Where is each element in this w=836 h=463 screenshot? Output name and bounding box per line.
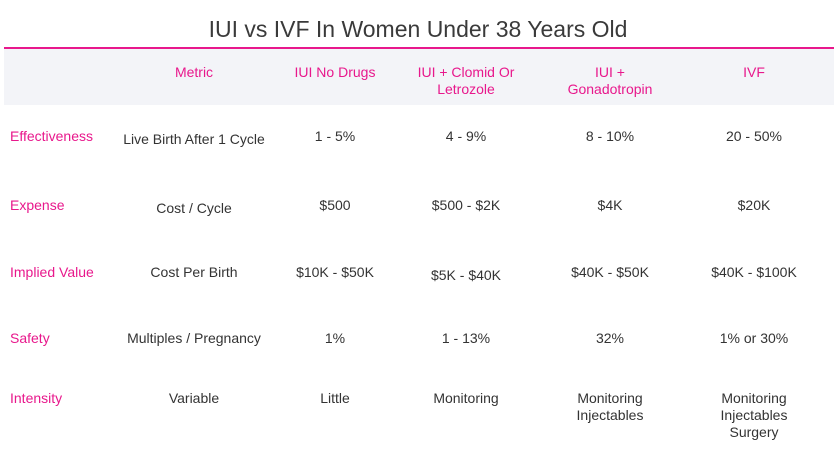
table-cell-line: $10K - $50K xyxy=(296,264,374,280)
row-label: Implied Value xyxy=(10,264,94,280)
table-cell-line: Little xyxy=(320,390,350,406)
table-cell-line: Variable xyxy=(168,390,220,406)
table-cell: 1 - 13% xyxy=(396,330,536,347)
table-cell: 1% xyxy=(280,330,390,347)
table-cell-line: Cost Per Birth xyxy=(150,264,238,280)
table-cell: Cost Per Birth xyxy=(109,264,279,281)
table-cell-line: 1 - 5% xyxy=(314,128,356,144)
table-cell-line: $500 - $2K xyxy=(431,197,501,213)
table-cell: $40K - $100K xyxy=(689,264,819,281)
table-cell-line: Monitoring xyxy=(433,390,499,406)
table-cell: Multiples / Pregnancy xyxy=(109,330,279,347)
table-cell: Variable xyxy=(109,390,279,407)
table-cell: Live Birth After 1 Cycle xyxy=(109,131,279,148)
row-label: Intensity xyxy=(10,390,63,406)
table-cell: 8 - 10% xyxy=(545,128,675,145)
table-cell-line: Monitoring xyxy=(721,390,787,406)
table-cell-line: Injectables xyxy=(720,407,788,423)
table-cell-line: 32% xyxy=(595,330,625,346)
table-cell-line: Multiples / Pregnancy xyxy=(127,330,261,346)
table-cell-line: 4 - 9% xyxy=(445,128,487,144)
table-cell: Monitoring Injectables xyxy=(545,390,675,424)
table-cell: Cost / Cycle xyxy=(109,200,279,217)
table-cell-line: Live Birth After 1 Cycle xyxy=(123,131,265,147)
table-cell: 32% xyxy=(545,330,675,347)
table-cell-line: 20 - 50% xyxy=(725,128,783,144)
table-cell: $10K - $50K xyxy=(280,264,390,281)
column-header-line: Letrozole xyxy=(437,81,495,97)
table-cell: 1% or 30% xyxy=(689,330,819,347)
table-cell-line: $500 xyxy=(319,197,351,213)
table-cell-line: 1% xyxy=(324,330,346,346)
column-header: IUI No Drugs xyxy=(280,64,390,81)
table-cell: Little xyxy=(280,390,390,407)
column-header-line: IVF xyxy=(743,64,765,80)
row-label: Safety xyxy=(10,330,50,346)
table-cell-line: 8 - 10% xyxy=(585,128,635,144)
table-cell-line: $40K - $100K xyxy=(711,264,797,280)
column-header: IUI + Clomid Or Letrozole xyxy=(396,64,536,98)
table-cell: 1 - 5% xyxy=(280,128,390,145)
row-label: Effectiveness xyxy=(10,128,94,144)
table-cell: 20 - 50% xyxy=(689,128,819,145)
table-cell-line: Surgery xyxy=(729,424,779,440)
row-label: Expense xyxy=(10,197,65,213)
column-header-line: IUI No Drugs xyxy=(294,64,376,80)
table-cell-line: $40K - $50K xyxy=(571,264,649,280)
table-cell-line: Cost / Cycle xyxy=(156,200,232,216)
chart-title: IUI vs IVF In Women Under 38 Years Old xyxy=(208,16,628,42)
column-header: IVF xyxy=(689,64,819,81)
column-header: Metric xyxy=(109,64,279,81)
table-cell-line: $4K xyxy=(597,197,623,213)
table-cell: 4 - 9% xyxy=(396,128,536,145)
column-header-line: IUI + xyxy=(595,64,625,80)
column-header: IUI + Gonadotropin xyxy=(545,64,675,98)
table-cell: Monitoring Injectables Surgery xyxy=(689,390,819,441)
table-cell: $20K xyxy=(689,197,819,214)
header-band xyxy=(4,49,834,105)
column-header-line: IUI + Clomid Or xyxy=(417,64,515,80)
table-cell: $4K xyxy=(545,197,675,214)
table-cell: Monitoring xyxy=(396,390,536,407)
table-cell: $500 xyxy=(280,197,390,214)
table-cell: $5K - $40K xyxy=(396,267,536,284)
table-cell-line: $20K xyxy=(737,197,771,213)
table-cell-line: Injectables xyxy=(576,407,644,423)
table-cell: $500 - $2K xyxy=(396,197,536,214)
table-cell-line: Monitoring xyxy=(577,390,643,406)
title-underline xyxy=(4,47,834,49)
table-cell: $40K - $50K xyxy=(545,264,675,281)
table-cell-line: $5K - $40K xyxy=(430,267,502,283)
column-header-line: Gonadotropin xyxy=(567,81,653,97)
table-cell-line: 1 - 13% xyxy=(441,330,491,346)
column-header-line: Metric xyxy=(174,64,214,80)
table-cell-line: 1% or 30% xyxy=(719,330,789,346)
